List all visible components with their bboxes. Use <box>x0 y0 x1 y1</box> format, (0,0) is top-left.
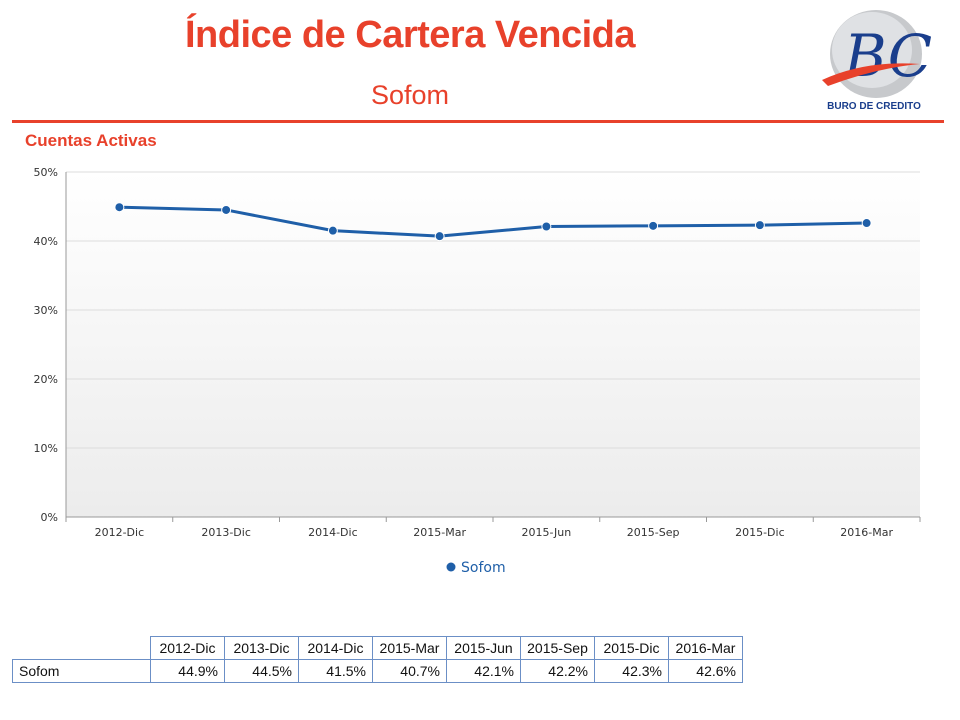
data-point <box>327 225 338 236</box>
table-cell: 44.5% <box>224 659 299 683</box>
table-cell: 44.9% <box>150 659 225 683</box>
y-tick-label: 30% <box>34 304 58 317</box>
data-point <box>754 220 765 231</box>
table-row: Sofom 44.9% 44.5% 41.5% 40.7% 42.1% 42.2% 42.3%… <box>12 659 743 683</box>
y-tick-label: 0% <box>41 511 58 524</box>
x-tick-label: 2016-Mar <box>840 526 893 539</box>
table-column-header: 2015-Dic <box>594 636 669 660</box>
data-point <box>434 231 445 242</box>
logo-text: BURO DE CREDITO <box>827 101 921 112</box>
x-tick-label: 2015-Mar <box>413 526 466 539</box>
y-tick-label: 10% <box>34 442 58 455</box>
table-cell: 40.7% <box>372 659 447 683</box>
header-divider <box>12 120 944 123</box>
x-tick-label: 2012-Dic <box>95 526 145 539</box>
x-tick-label: 2015-Sep <box>627 526 680 539</box>
table-cell: 42.1% <box>446 659 521 683</box>
table-row-label: Sofom <box>12 659 151 683</box>
section-label: Cuentas Activas <box>25 131 157 150</box>
x-tick-label: 2015-Dic <box>735 526 785 539</box>
table-column-header: 2015-Sep <box>520 636 595 660</box>
legend-label: Sofom <box>461 560 506 576</box>
data-point <box>114 202 125 213</box>
svg-text:BC: BC <box>843 22 932 90</box>
x-tick-label: 2014-Dic <box>308 526 358 539</box>
series-line-sofom <box>119 205 867 238</box>
legend-marker <box>446 562 456 572</box>
x-tick-label: 2015-Jun <box>521 526 571 539</box>
table-column-header: 2012-Dic <box>150 636 225 660</box>
line-chart: 0% 10% 20% 30% 40% 50% 2012-Dic 2013-Dic 2014-Di… <box>34 166 921 576</box>
x-tick-label: 2013-Dic <box>201 526 251 539</box>
y-tick-label: 40% <box>34 235 58 248</box>
table-cell: 42.2% <box>520 659 595 683</box>
table-column-header: 2013-Dic <box>224 636 299 660</box>
buro-de-credito-logo: BC <box>822 10 932 98</box>
y-tick-label: 50% <box>34 166 58 179</box>
table-column-header: 2015-Jun <box>446 636 521 660</box>
page-subtitle: Sofom <box>370 80 450 110</box>
table-column-header: 2016-Mar <box>668 636 743 660</box>
data-point <box>541 221 552 232</box>
table-cell: 42.6% <box>668 659 743 683</box>
data-point <box>648 220 659 231</box>
y-tick-label: 20% <box>34 373 58 386</box>
data-point <box>221 204 232 215</box>
plot-background <box>66 172 920 517</box>
data-point <box>861 218 872 229</box>
table-corner-cell <box>12 636 151 660</box>
table-cell: 41.5% <box>298 659 373 683</box>
table-header-row: 2012-Dic 2013-Dic 2014-Dic 2015-Mar 2015-Jun… <box>12 636 743 660</box>
table-column-header: 2015-Mar <box>372 636 447 660</box>
table-cell: 42.3% <box>594 659 669 683</box>
table-column-header: 2014-Dic <box>298 636 373 660</box>
data-table: 2012-Dic 2013-Dic 2014-Dic 2015-Mar 2015-Jun… <box>12 636 743 683</box>
page-title: Índice de Cartera Vencida <box>184 14 636 56</box>
